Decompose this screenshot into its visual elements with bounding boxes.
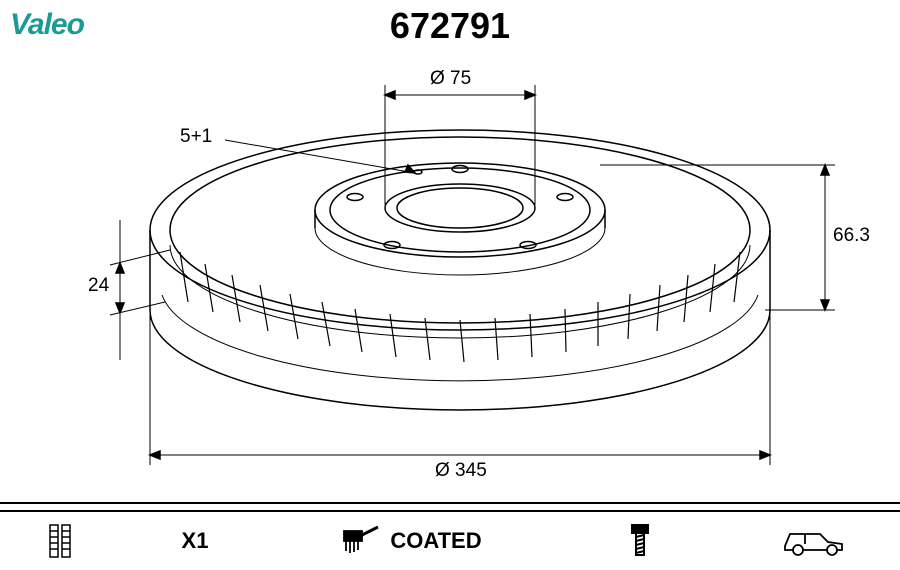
quantity-label: X1 [120, 512, 270, 570]
dim-holes: 5+1 [180, 126, 212, 148]
coating-label: COATED [390, 528, 481, 554]
cross-section-icon [0, 512, 120, 570]
dim-thickness: 24 [88, 275, 109, 297]
part-number: 672791 [390, 5, 510, 47]
coating-cell: COATED [270, 512, 550, 570]
brush-icon [338, 523, 382, 559]
dim-outer: Ø 345 [435, 460, 487, 482]
brand-logo: Valeo [10, 8, 84, 42]
dim-bore: Ø 75 [430, 68, 471, 90]
car-icon [730, 512, 900, 570]
footer-bar: X1 COATED [0, 510, 900, 570]
dim-height: 66.3 [833, 225, 870, 247]
footer-divider [0, 502, 900, 504]
bolt-icon [550, 512, 730, 570]
brake-disc-diagram: Ø 75 5+1 24 66.3 Ø 345 [40, 50, 860, 500]
